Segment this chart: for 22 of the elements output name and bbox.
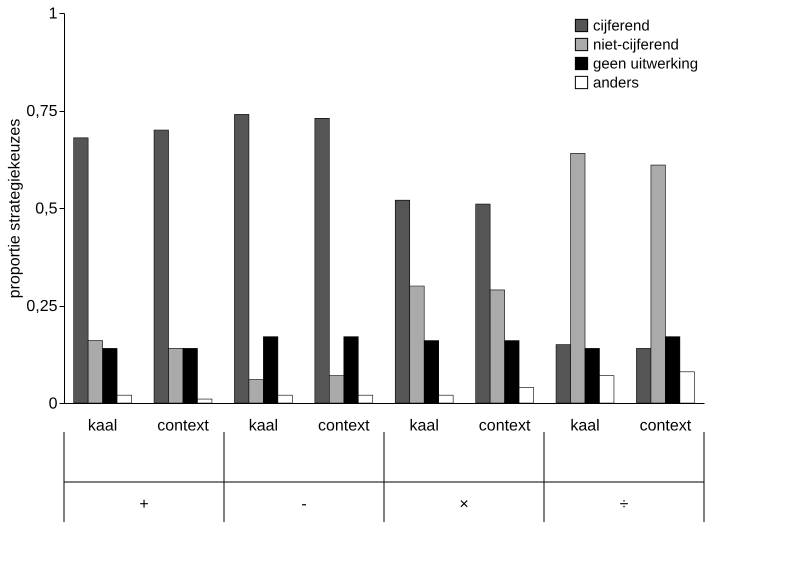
- y-tick-label: 0,5: [35, 200, 58, 218]
- text: +: [139, 496, 149, 513]
- text: ÷: [620, 496, 629, 513]
- x-tick-label: kaal: [248, 418, 278, 434]
- legend-label: niet-cijferend: [593, 36, 679, 54]
- y-tick-label: 0,25: [26, 298, 58, 315]
- y-tick-label: 0,75: [26, 103, 58, 120]
- x-tick-label: kaal: [570, 418, 600, 434]
- x-tick-label: kaal: [88, 418, 118, 434]
- x-tick-label: context: [318, 418, 370, 434]
- y-tick-label: 1: [48, 6, 58, 22]
- legend-label: geen uitwerking: [593, 56, 698, 72]
- text: -: [301, 496, 307, 513]
- text: ×: [459, 496, 469, 513]
- x-tick-label: kaal: [410, 418, 439, 434]
- y-tick-label: 0: [48, 396, 58, 412]
- x-tick-label: context: [157, 418, 210, 434]
- legend-label: anders: [593, 74, 639, 92]
- x-tick-label: context: [478, 418, 531, 434]
- x-tick-label: context: [640, 418, 692, 434]
- legend-label: cijferend: [593, 18, 650, 34]
- y-axis-title: proportie strategiekeuzes: [6, 118, 24, 298]
